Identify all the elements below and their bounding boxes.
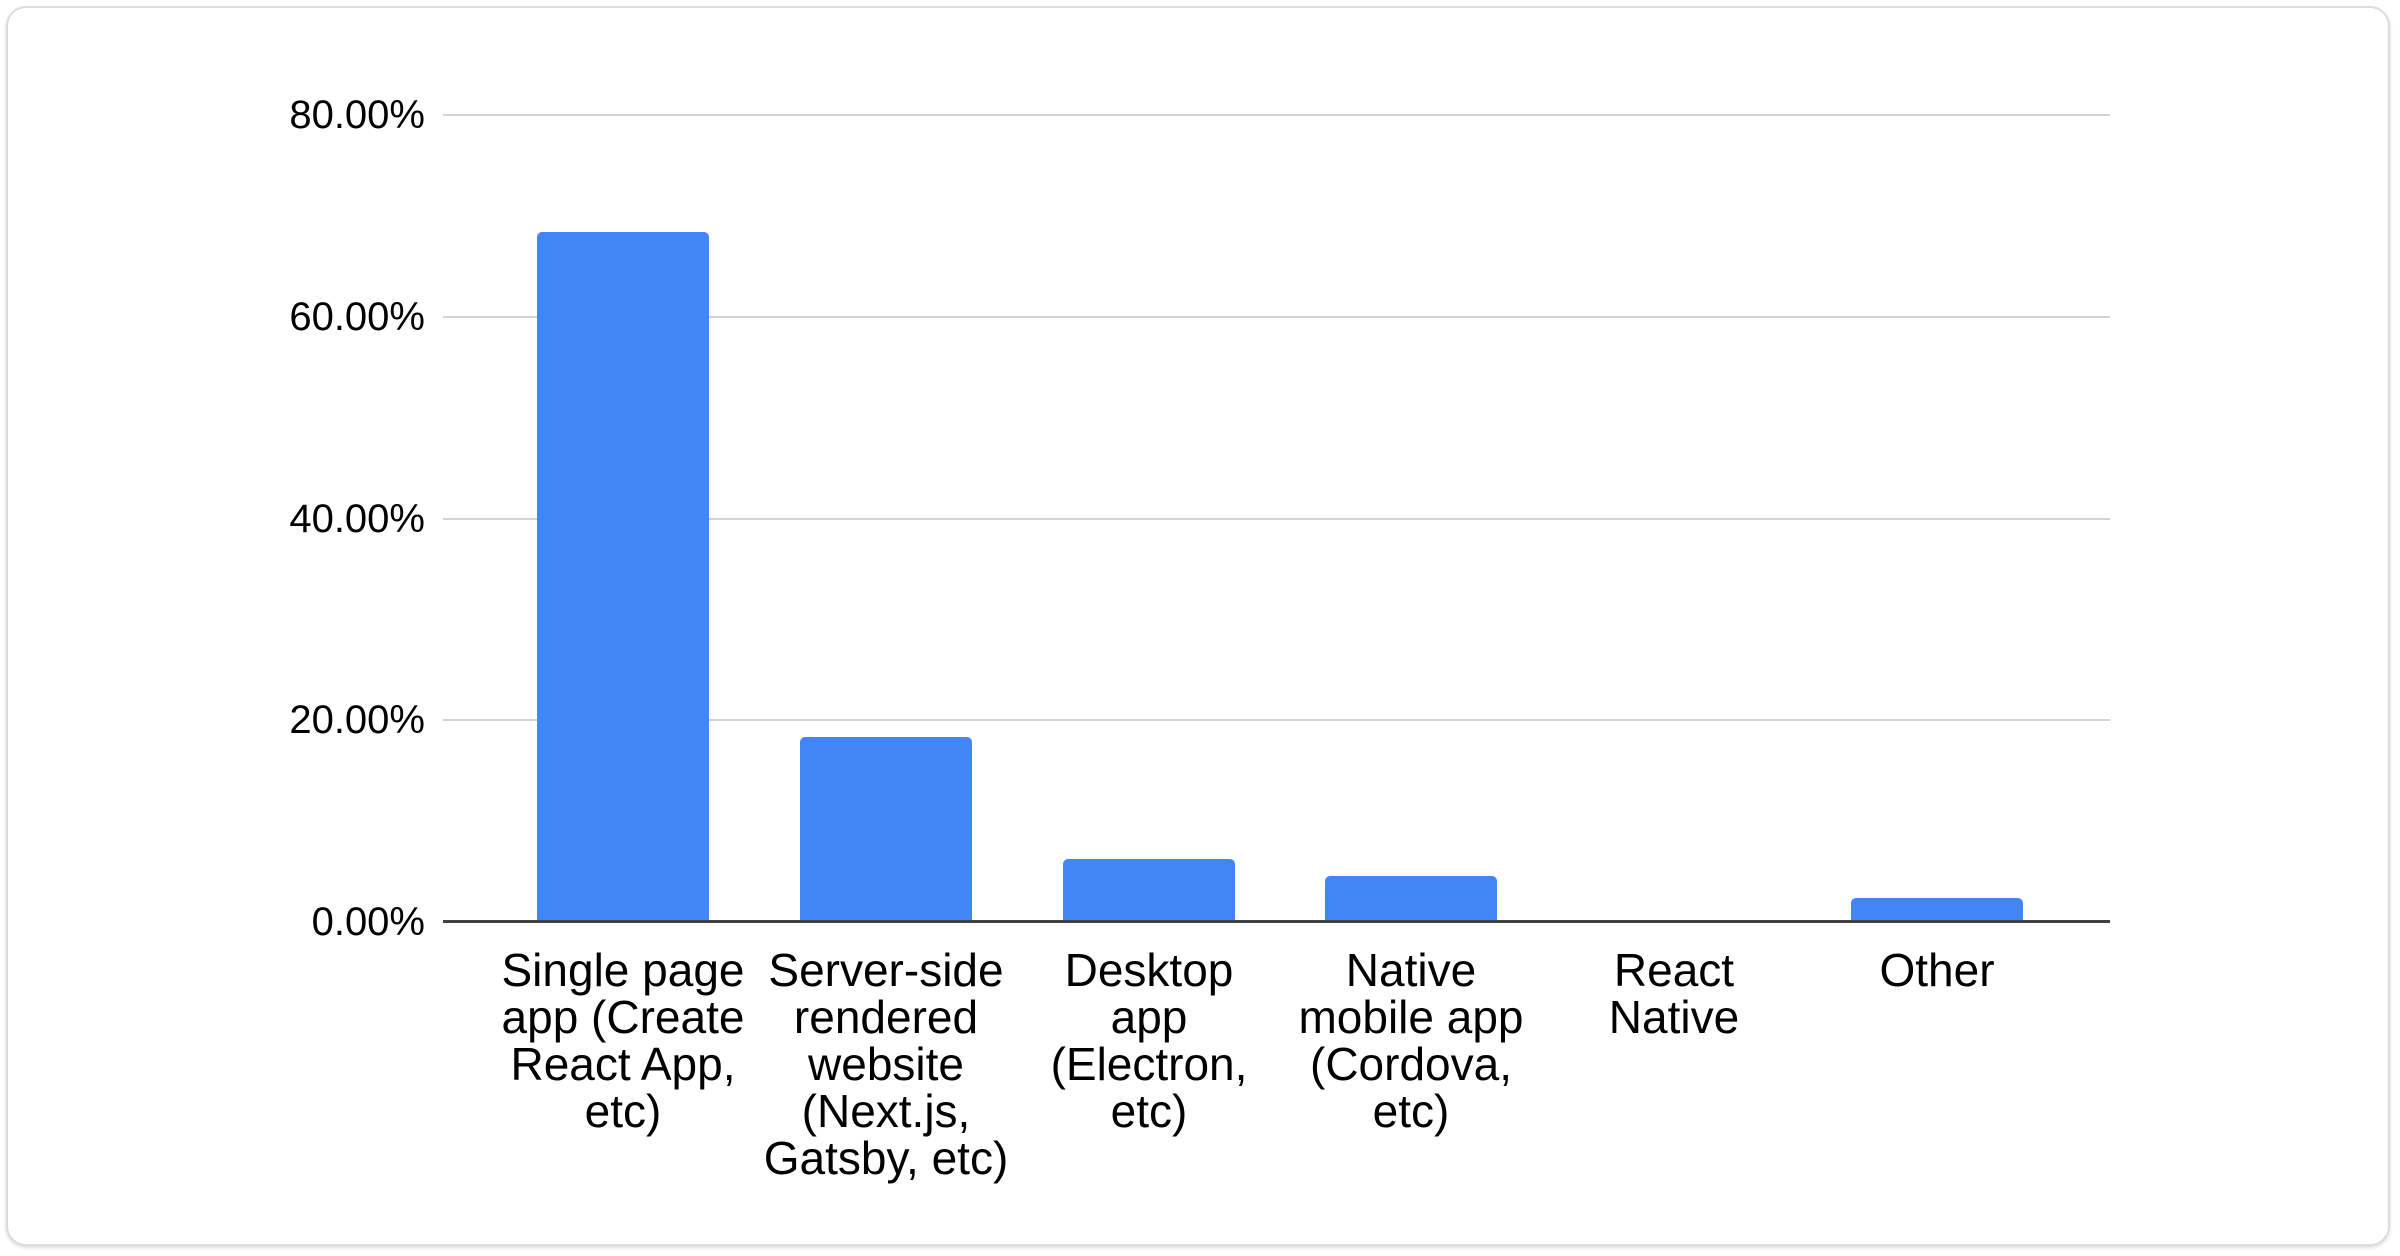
gridline-60 bbox=[443, 315, 2110, 318]
x-axis-category-label: Native mobile app (Cordova, etc) bbox=[1298, 944, 1524, 1137]
x-axis-category-label: Other bbox=[1879, 944, 1995, 996]
bar-1 bbox=[537, 232, 709, 922]
y-axis-tick-label: 0.00% bbox=[311, 900, 425, 944]
y-axis-tick-label: 60.00% bbox=[289, 294, 425, 339]
gridline-80 bbox=[443, 114, 2110, 116]
bar-6 bbox=[1851, 898, 2023, 922]
x-axis-line bbox=[443, 920, 2110, 923]
gridline-40 bbox=[443, 517, 2110, 520]
x-axis-category-label: Single page app (Create React App, etc) bbox=[501, 944, 745, 1137]
chart-card bbox=[6, 6, 2390, 1246]
y-axis-tick-label: 20.00% bbox=[289, 698, 425, 743]
x-axis-category-label: React Native bbox=[1608, 944, 1740, 1043]
bar-4 bbox=[1325, 876, 1497, 922]
y-axis-tick-label: 40.00% bbox=[289, 496, 425, 541]
x-axis-category-label: Server-side rendered website (Next.js, G… bbox=[763, 944, 1009, 1184]
bar-2 bbox=[800, 737, 972, 922]
bar-3 bbox=[1063, 859, 1235, 922]
x-axis-category-label: Desktop app (Electron, etc) bbox=[1050, 944, 1248, 1137]
y-axis-tick-label: 80.00% bbox=[289, 93, 425, 137]
gridline-20 bbox=[443, 719, 2110, 722]
